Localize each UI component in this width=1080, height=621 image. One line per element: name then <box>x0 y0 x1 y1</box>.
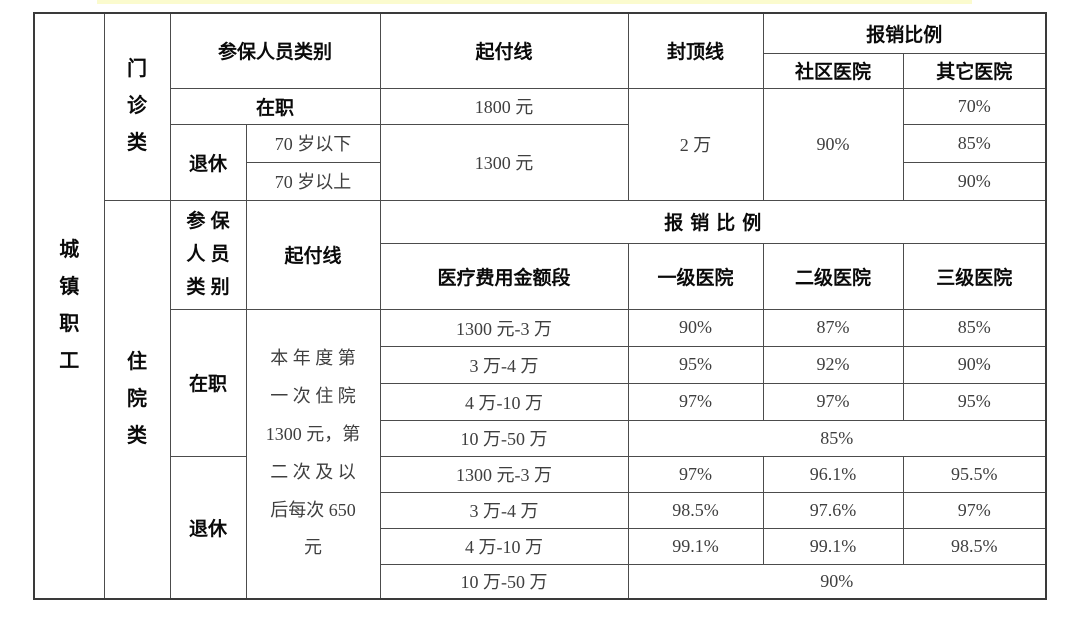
outpatient-header-other-hospital: 其它医院 <box>902 52 1047 89</box>
expense-band-cell: 3 万-4 万 <box>379 345 629 384</box>
outpatient-community-rate: 90% <box>762 87 904 201</box>
rate-cell-merged: 85% <box>627 419 1047 457</box>
expense-band-cell: 1300 元-3 万 <box>379 308 629 347</box>
rate-cell: 92% <box>762 345 904 384</box>
outpatient-cap-value: 2 万 <box>627 87 764 201</box>
inpatient-header-tier2-hospital: 二级医院 <box>762 242 904 310</box>
rate-cell: 99.1% <box>762 527 904 565</box>
expense-band-cell: 4 万-10 万 <box>379 382 629 421</box>
rate-cell: 85% <box>902 308 1047 347</box>
rate-cell: 97% <box>902 491 1047 529</box>
rate-cell: 97% <box>762 382 904 421</box>
expense-band-cell: 10 万-50 万 <box>379 563 629 600</box>
expense-band-cell: 3 万-4 万 <box>379 491 629 529</box>
expense-band-cell: 1300 元-3 万 <box>379 455 629 493</box>
rate-cell: 97% <box>627 455 764 493</box>
outpatient-retired-label: 退休 <box>169 123 247 201</box>
inpatient-retired-label: 退休 <box>169 455 247 600</box>
rate-cell: 95% <box>627 345 764 384</box>
inpatient-header-tier1-hospital: 一级医院 <box>627 242 764 310</box>
outpatient-header-insured-category: 参保人员类别 <box>169 12 381 89</box>
outpatient-retired-over70-label: 70 岁以上 <box>245 161 381 201</box>
rate-cell: 95.5% <box>902 455 1047 493</box>
inpatient-active-label: 在职 <box>169 308 247 457</box>
rate-cell: 98.5% <box>627 491 764 529</box>
outpatient-active-deductible: 1800 元 <box>379 87 629 125</box>
outpatient-header-cap: 封顶线 <box>627 12 764 89</box>
inpatient-header-reimbursement: 报销比例 <box>379 199 1047 244</box>
inpatient-header-deductible: 起付线 <box>245 199 381 310</box>
outpatient-active-label: 在职 <box>169 87 381 125</box>
section-label-inpatient: 住 院 类 <box>103 199 171 600</box>
rate-cell: 90% <box>627 308 764 347</box>
outpatient-header-reimbursement: 报销比例 <box>762 12 1047 54</box>
outpatient-retired-under70-label: 70 岁以下 <box>245 123 381 163</box>
rate-cell: 95% <box>902 382 1047 421</box>
section-label-outpatient: 门 诊 类 <box>103 12 171 201</box>
inpatient-deductible-note: 本 年 度 第 一 次 住 院 1300 元，第 二 次 及 以 后每次 650… <box>245 308 381 600</box>
rate-cell: 97% <box>627 382 764 421</box>
insurance-benefits-table: 城 镇 职 工 门 诊 类 参保人员类别 起付线 封顶线 报销比例 社区医院 其… <box>33 12 1048 600</box>
rate-cell: 90% <box>902 345 1047 384</box>
rate-cell: 97.6% <box>762 491 904 529</box>
expense-band-cell: 4 万-10 万 <box>379 527 629 565</box>
outpatient-retired-deductible: 1300 元 <box>379 123 629 201</box>
expense-band-cell: 10 万-50 万 <box>379 419 629 457</box>
rate-cell: 99.1% <box>627 527 764 565</box>
group-label-urban-employees: 城 镇 职 工 <box>33 12 105 600</box>
inpatient-header-expense-band: 医疗费用金额段 <box>379 242 629 310</box>
outpatient-header-deductible: 起付线 <box>379 12 629 89</box>
outpatient-retired-under70-other-rate: 85% <box>902 123 1047 163</box>
outpatient-active-other-rate: 70% <box>902 87 1047 125</box>
rate-cell: 98.5% <box>902 527 1047 565</box>
outpatient-retired-over70-other-rate: 90% <box>902 161 1047 201</box>
rate-cell: 87% <box>762 308 904 347</box>
outpatient-header-community-hospital: 社区医院 <box>762 52 904 89</box>
rate-cell: 96.1% <box>762 455 904 493</box>
inpatient-header-insured-category: 参 保 人 员 类 别 <box>169 199 247 310</box>
inpatient-header-tier3-hospital: 三级医院 <box>902 242 1047 310</box>
highlight-strip <box>97 0 972 4</box>
rate-cell-merged: 90% <box>627 563 1047 600</box>
